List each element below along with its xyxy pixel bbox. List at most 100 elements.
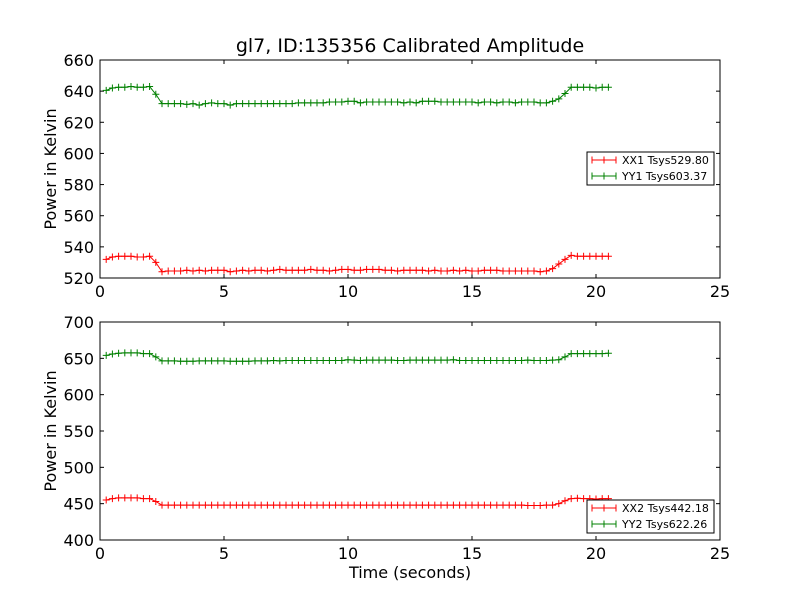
data-point: [555, 260, 563, 268]
data-point: [586, 83, 594, 91]
data-point: [139, 83, 147, 91]
data-point: [170, 357, 178, 365]
data-point: [152, 90, 160, 98]
data-point: [604, 252, 612, 260]
data-point: [177, 267, 185, 275]
data-point: [505, 357, 513, 365]
data-point: [102, 351, 110, 359]
data-point: [418, 266, 426, 274]
data-point: [288, 100, 296, 108]
series-yy: [102, 82, 612, 109]
data-point: [375, 265, 383, 273]
data-point: [462, 98, 470, 106]
data-point: [412, 99, 420, 107]
data-point: [164, 357, 172, 365]
data-point: [480, 357, 488, 365]
y-axis-label: Power in Kelvin: [41, 370, 60, 491]
data-point: [530, 267, 538, 275]
data-point: [474, 99, 482, 107]
data-point: [239, 501, 247, 509]
data-point: [344, 265, 352, 273]
data-point: [586, 252, 594, 260]
data-point: [567, 350, 575, 358]
data-point: [418, 356, 426, 364]
data-point: [592, 252, 600, 260]
data-point: [369, 265, 377, 273]
data-point: [301, 266, 309, 274]
data-point: [443, 501, 451, 509]
data-point: [400, 266, 408, 274]
data-point: [580, 252, 588, 260]
data-point: [536, 268, 544, 276]
data-point: [518, 501, 526, 509]
x-tick-label: 25: [710, 544, 730, 563]
data-point: [226, 268, 234, 276]
data-point: [449, 501, 457, 509]
data-point: [177, 100, 185, 108]
data-point: [344, 97, 352, 105]
data-point: [164, 501, 172, 509]
data-point: [394, 267, 402, 275]
y-tick-label: 550: [63, 422, 94, 441]
data-point: [456, 357, 464, 365]
data-point: [288, 501, 296, 509]
data-point: [511, 357, 519, 365]
data-point: [245, 267, 253, 275]
data-point: [251, 501, 259, 509]
data-point: [443, 356, 451, 364]
data-point: [505, 267, 513, 275]
data-point: [425, 501, 433, 509]
data-point: [449, 98, 457, 106]
data-point: [418, 97, 426, 105]
data-point: [369, 501, 377, 509]
data-point: [158, 100, 166, 108]
data-point: [505, 98, 513, 106]
data-point: [524, 501, 532, 509]
data-point: [170, 100, 178, 108]
data-point: [338, 98, 346, 106]
data-point: [152, 497, 160, 505]
data-point: [288, 357, 296, 365]
data-point: [536, 501, 544, 509]
data-point: [443, 98, 451, 106]
data-point: [127, 82, 135, 90]
data-point: [344, 356, 352, 364]
data-point: [437, 356, 445, 364]
data-point: [245, 100, 253, 108]
data-point: [369, 356, 377, 364]
data-point: [220, 501, 228, 509]
data-point: [431, 501, 439, 509]
data-point: [276, 501, 284, 509]
data-point: [418, 501, 426, 509]
legend-marker: [591, 504, 617, 512]
x-tick-label: 15: [462, 544, 482, 563]
data-point: [195, 101, 203, 109]
data-point: [604, 349, 612, 357]
data-point: [152, 353, 160, 361]
legend-box: [586, 499, 715, 534]
data-point: [307, 501, 315, 509]
data-point: [542, 99, 550, 107]
data-point: [189, 267, 197, 275]
data-point: [598, 252, 606, 260]
data-point: [257, 357, 265, 365]
data-point: [276, 357, 284, 365]
data-point: [493, 99, 501, 107]
data-point: [294, 266, 302, 274]
data-point: [139, 350, 147, 358]
data-point: [468, 98, 476, 106]
data-point: [239, 357, 247, 365]
data-point: [412, 266, 420, 274]
data-point: [133, 253, 141, 261]
data-point: [406, 98, 414, 106]
data-point: [462, 501, 470, 509]
data-point: [170, 501, 178, 509]
data-point: [580, 83, 588, 91]
series-xx: [102, 494, 612, 509]
data-point: [412, 356, 420, 364]
data-point: [146, 495, 154, 503]
data-point: [232, 267, 240, 275]
data-point: [294, 501, 302, 509]
data-point: [567, 83, 575, 91]
